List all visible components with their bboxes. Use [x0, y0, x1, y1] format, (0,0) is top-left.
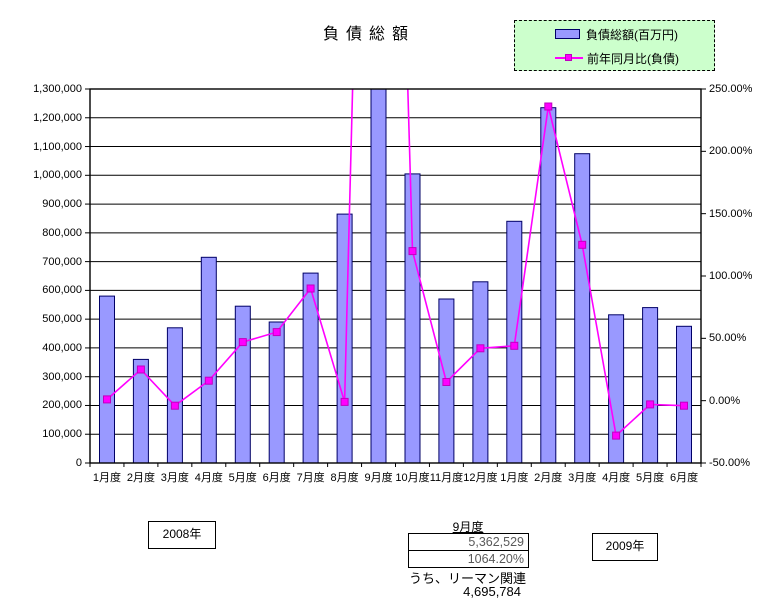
y2-axis-tick-label: 200.00%	[709, 145, 753, 158]
bar-12月度-11	[472, 281, 489, 463]
yoy-marker-0	[103, 395, 111, 404]
yoy-marker-14	[578, 240, 587, 249]
x-axis-tick-label: 5月度	[228, 472, 257, 484]
bar-9月度-8	[370, 89, 387, 463]
callout-month-label: 9月度	[452, 520, 484, 534]
y2-axis-tick-label: 150.00%	[709, 207, 753, 220]
bar-4月度-3	[200, 256, 217, 463]
yoy-marker-13	[544, 102, 553, 111]
lehman-note-value: 4,695,784	[463, 584, 521, 599]
yoy-marker-7	[340, 397, 349, 406]
chart-title: 負債総額	[323, 26, 416, 43]
bar-10月度-9	[404, 173, 421, 463]
y-axis-tick-label: 1,100,000	[33, 140, 82, 153]
bar-5月度-4	[234, 305, 251, 463]
x-axis-tick-label: 4月度	[194, 472, 223, 484]
x-axis-tick-label: 6月度	[669, 472, 699, 484]
x-axis-tick-label: 3月度	[568, 472, 597, 484]
yoy-marker-9	[408, 247, 417, 256]
yoy-marker-11	[476, 344, 485, 353]
y-axis-tick-label: 700,000	[42, 255, 82, 268]
y-axis-tick-label: 200,000	[42, 399, 82, 412]
x-axis-tick-label: 11月度	[429, 472, 464, 484]
bar-7月度-6	[302, 272, 319, 463]
x-axis-tick-label: 3月度	[160, 472, 189, 484]
y-axis-tick-label: 100,000	[42, 428, 82, 441]
x-axis-tick-label: 5月度	[636, 472, 665, 484]
yoy-marker-12	[510, 341, 519, 350]
x-axis-tick-label: 8月度	[330, 472, 359, 484]
bar-6月度-5	[268, 321, 285, 463]
y-axis-tick-label: 800,000	[42, 226, 82, 239]
y2-axis-tick-label: -50.00%	[709, 457, 750, 469]
yoy-marker-16	[646, 400, 655, 409]
year-2008-box: 2008年	[148, 521, 216, 549]
legend-bar-label: 負債総額(百万円)	[586, 27, 678, 42]
x-axis-tick-label: 2月度	[126, 472, 155, 484]
year-2009-box: 2009年	[592, 533, 658, 561]
bar-3月度-2	[166, 327, 183, 463]
callout-percent-value: 1064.20%	[467, 552, 524, 566]
y-axis-tick-label: 1,300,000	[33, 83, 82, 95]
yoy-marker-10	[442, 378, 451, 386]
bar-3月度-14	[574, 153, 591, 463]
yoy-marker-6	[306, 284, 315, 293]
legend-item-bar: 負債総額(百万円)	[515, 22, 714, 46]
x-axis-tick-label: 1月度	[500, 472, 529, 484]
line-swatch-icon	[555, 54, 583, 61]
callout-value-box: 5,362,529 1064.20%	[408, 533, 529, 568]
yoy-marker-15	[612, 431, 621, 440]
yoy-marker-4	[238, 338, 247, 347]
y-axis-tick-label: 900,000	[42, 198, 82, 211]
x-axis-tick-label: 9月度	[364, 472, 393, 484]
y2-axis-tick-label: 100.00%	[709, 270, 753, 282]
y-axis-tick-label: 500,000	[42, 313, 82, 326]
bar-8月度-7	[336, 213, 353, 463]
bar-2月度-13	[540, 107, 557, 463]
lehman-note-label: うち、リーマン関連	[409, 571, 527, 586]
bar-swatch-icon	[555, 29, 580, 39]
callout-total-value: 5,362,529	[409, 534, 528, 551]
bar-5月度-16	[642, 307, 659, 463]
yoy-line	[106, 89, 685, 438]
x-axis-tick-label: 12月度	[463, 472, 498, 484]
yoy-marker-5	[272, 328, 281, 337]
y2-axis-tick-label: 250.00%	[709, 83, 753, 95]
y2-axis-tick-label: 50.00%	[709, 332, 747, 345]
yoy-marker-1	[136, 365, 145, 374]
y-axis-tick-label: 400,000	[42, 341, 82, 354]
y-axis-tick-label: 1,000,000	[33, 169, 82, 182]
yoy-marker-2	[170, 401, 179, 410]
x-axis-tick-label: 6月度	[262, 472, 291, 484]
yoy-marker-3	[204, 376, 213, 385]
y-axis-tick-label: 600,000	[42, 284, 82, 297]
y-axis-tick-label: 0	[75, 457, 82, 469]
x-axis-tick-label: 1月度	[92, 472, 122, 484]
bar-4月度-15	[608, 314, 625, 463]
bar-1月度-0	[99, 295, 115, 463]
x-axis-tick-label: 4月度	[602, 472, 631, 484]
x-axis-tick-label: 7月度	[296, 472, 325, 484]
x-axis-tick-label: 10月度	[395, 472, 430, 484]
legend-line-label: 前年同月比(負債)	[587, 51, 679, 66]
x-axis-tick-label: 2月度	[534, 472, 563, 484]
legend: 負債総額(百万円) 前年同月比(負債)	[514, 20, 715, 71]
y-axis-tick-label: 1,200,000	[33, 111, 82, 124]
yoy-marker-17	[680, 401, 688, 410]
y2-axis-tick-label: 0.00%	[709, 394, 741, 407]
legend-item-line: 前年同月比(負債)	[515, 46, 714, 70]
bar-6月度-17	[676, 325, 692, 463]
y-axis-tick-label: 300,000	[42, 370, 82, 383]
